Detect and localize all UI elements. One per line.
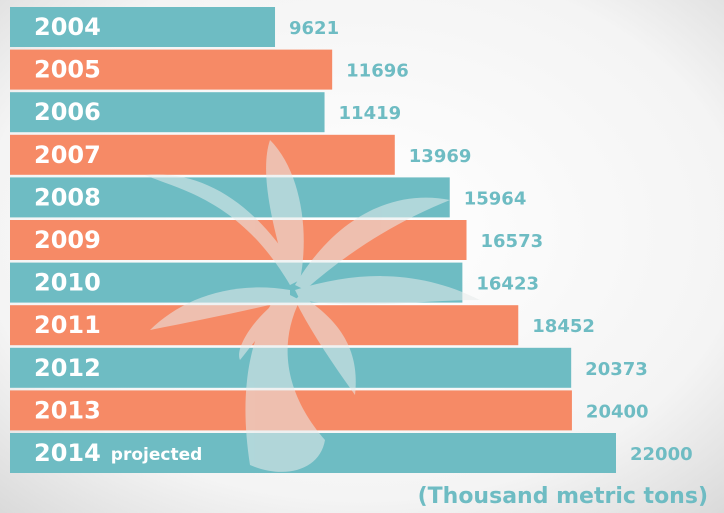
value-label: 11696 [346, 61, 409, 82]
value-label: 16573 [481, 231, 544, 252]
chart: 2004 9621 2005 11696 2006 11419 2007 13969 2008 1… [0, 0, 724, 513]
category-label: 2008 [34, 183, 101, 211]
category-label: 2005 [34, 56, 101, 84]
category-label: 2014 [34, 439, 101, 467]
category-label: 2007 [34, 141, 101, 169]
value-label: 15964 [464, 188, 527, 209]
annotation: projected [111, 445, 203, 465]
category-label: 2013 [34, 396, 101, 424]
value-label: 13969 [409, 146, 472, 167]
category-label: 2004 [34, 13, 101, 41]
category-label: 2011 [34, 311, 101, 339]
category-label: 2010 [34, 269, 101, 297]
value-label: 18452 [532, 316, 595, 337]
value-label: 20400 [586, 401, 649, 422]
value-label: 16423 [476, 274, 539, 295]
category-label: 2012 [34, 354, 101, 382]
value-label: 20373 [585, 359, 648, 380]
value-label: 22000 [630, 444, 693, 465]
value-label: 9621 [289, 18, 339, 39]
value-label: 11419 [339, 103, 402, 124]
category-label: 2009 [34, 226, 101, 254]
unit-label: (Thousand metric tons) [418, 484, 708, 509]
category-label: 2006 [34, 98, 101, 126]
